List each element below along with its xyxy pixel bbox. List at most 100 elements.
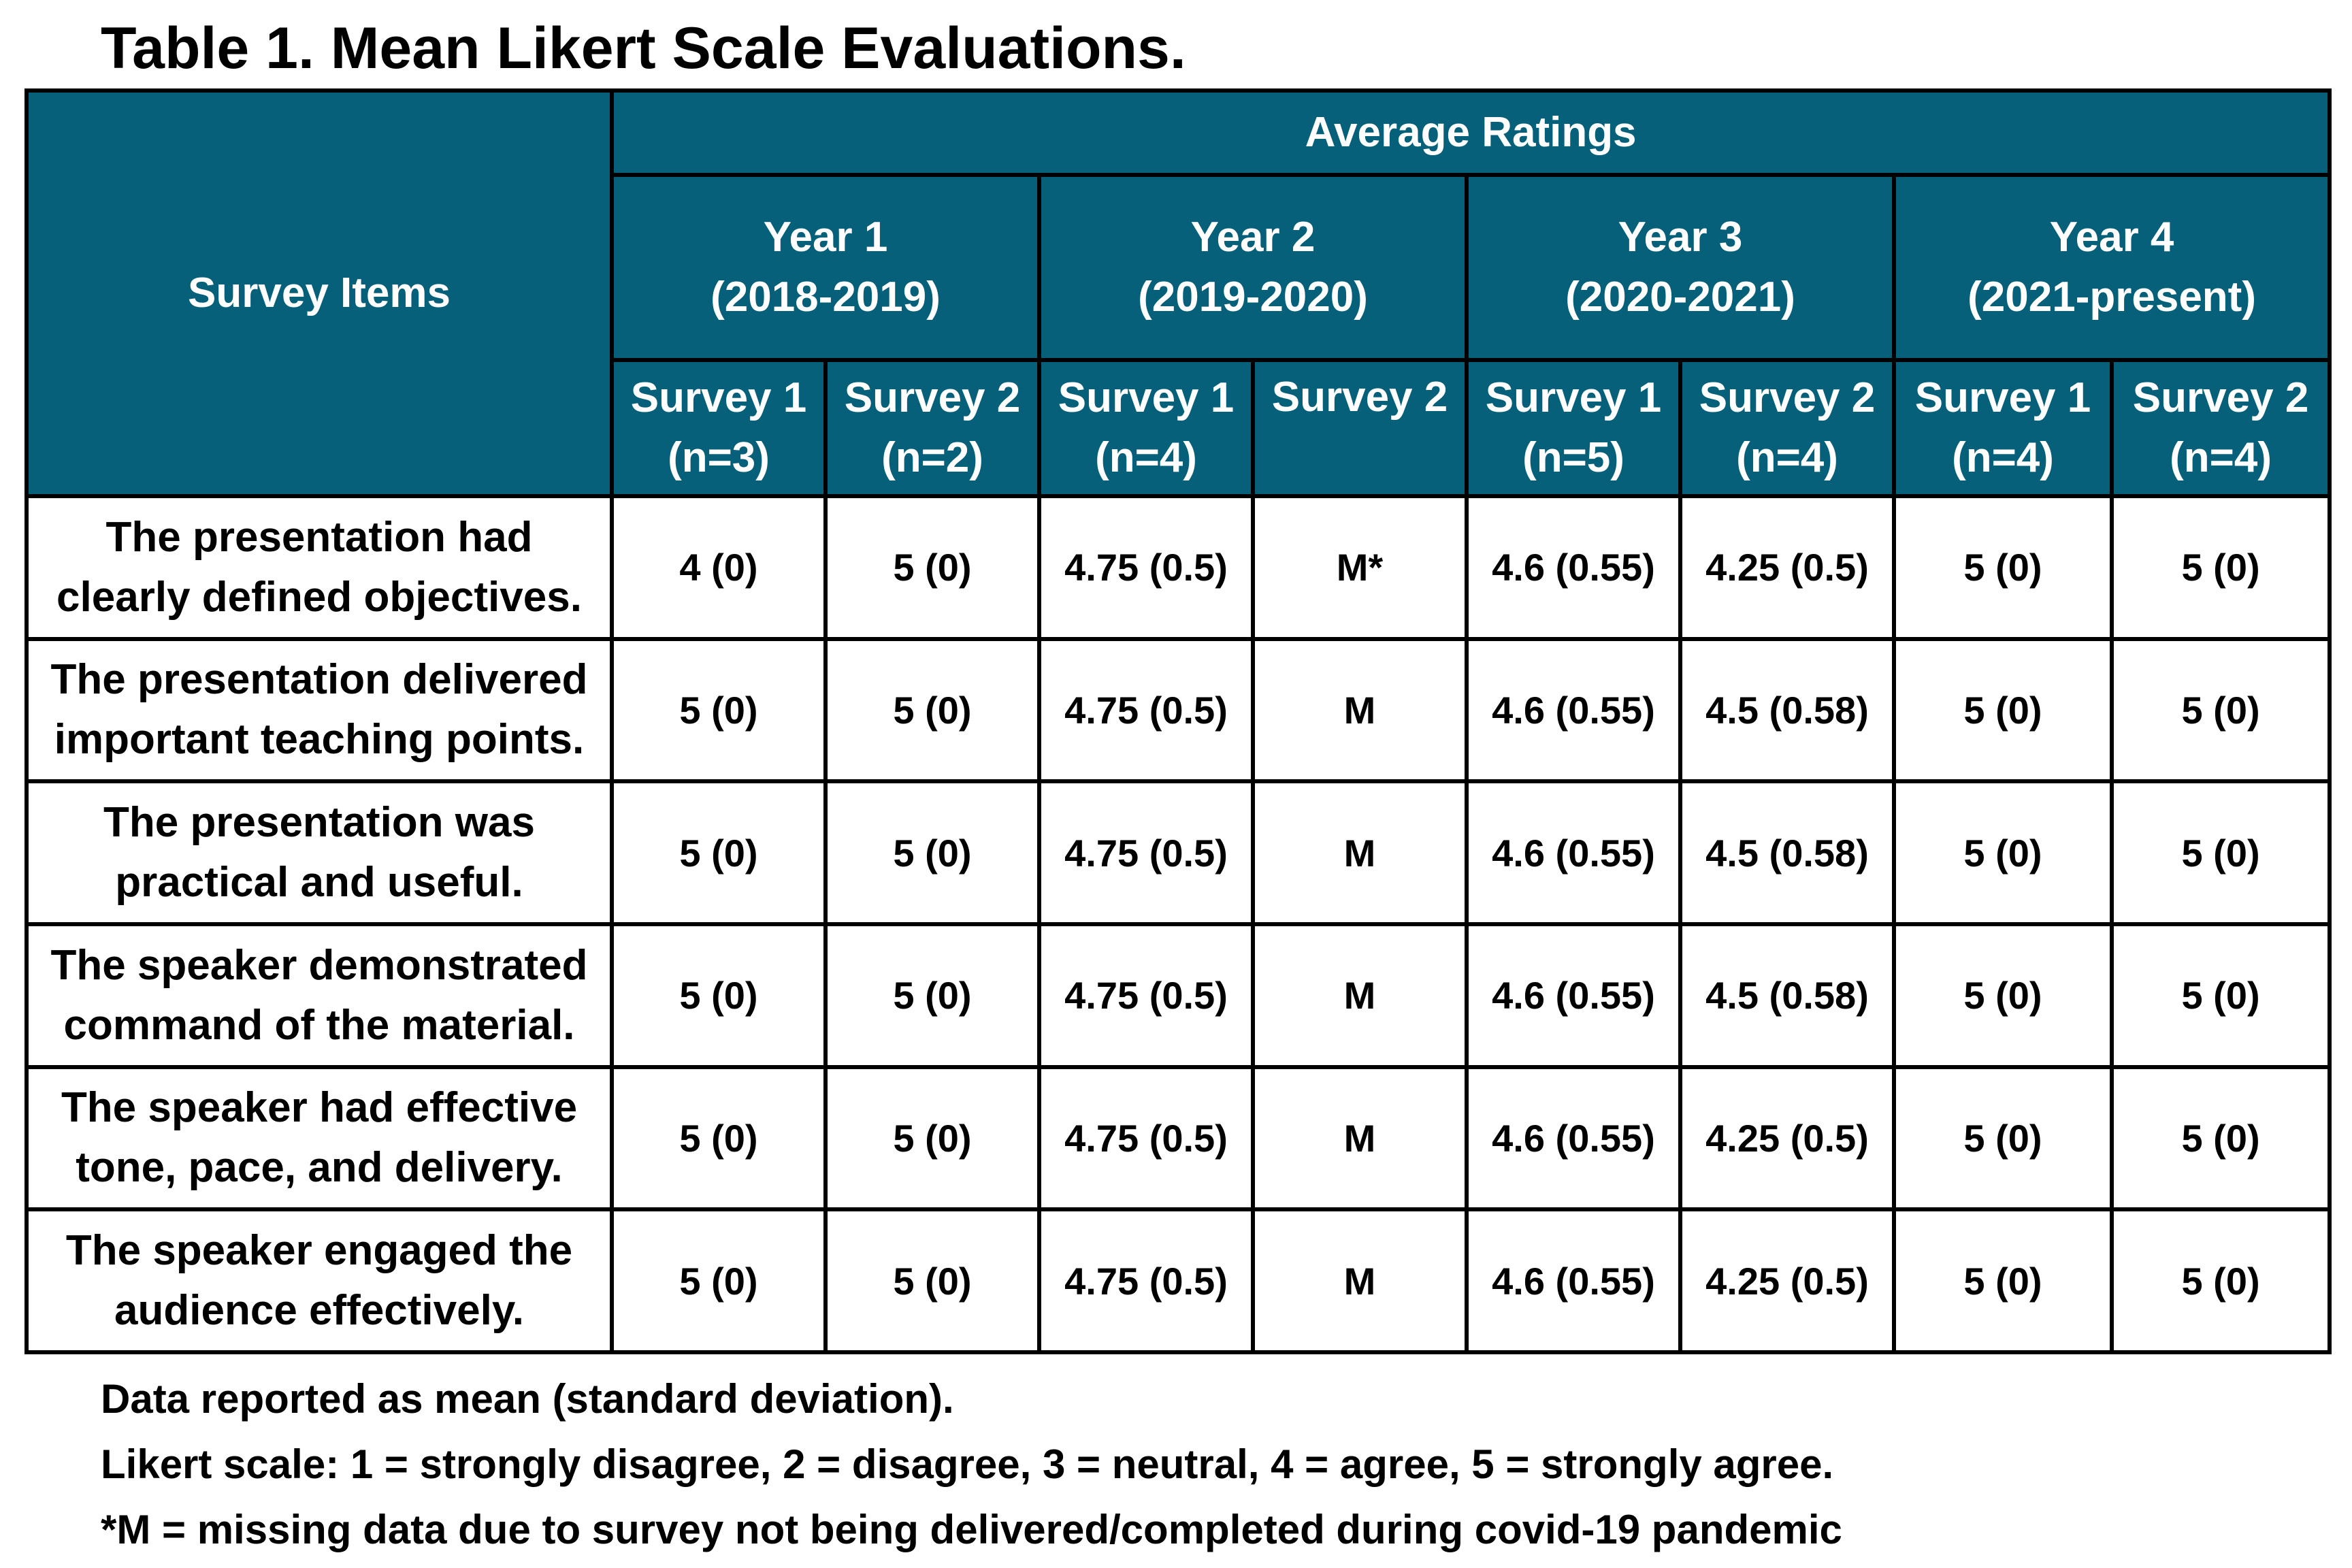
note-line: Likert scale: 1 = strongly disagree, 2 =…	[101, 1441, 1834, 1487]
header-survey-cell: Survey 2	[1251, 358, 1469, 498]
rating-cell: 5 (0)	[823, 1207, 1041, 1354]
year-label: Year 3	[1618, 214, 1743, 261]
rating-cell: 4.75 (0.5)	[1037, 921, 1255, 1069]
rating-cell: 4.6 (0.55)	[1465, 921, 1682, 1069]
survey-label: Survey 2	[1271, 374, 1448, 421]
survey-label: Survey 1	[630, 374, 807, 421]
header-survey-cell: Survey 1 (n=4)	[1892, 358, 2114, 498]
survey-n: (n=4)	[1095, 434, 1197, 481]
survey-label: Survey 2	[2132, 374, 2309, 421]
survey-label: Survey 1	[1914, 374, 2091, 421]
year-label: Year 2	[1190, 214, 1316, 261]
rating-cell: 5 (0)	[610, 921, 828, 1069]
rating-cell: 4.6 (0.55)	[1465, 636, 1682, 784]
rating-cell: 4.25 (0.5)	[1678, 1207, 1896, 1354]
rating-cell: 4.6 (0.55)	[1465, 494, 1682, 641]
header-year-3: Year 3 (2020-2021)	[1465, 173, 1896, 362]
survey-label: Survey 1	[1485, 374, 1662, 421]
survey-item-cell: The presentation was practical and useful…	[24, 779, 614, 926]
rating-cell: 4.25 (0.5)	[1678, 494, 1896, 641]
survey-n: (n=2)	[881, 434, 983, 481]
survey-n: (n=3)	[668, 434, 770, 481]
header-year-2: Year 2 (2019-2020)	[1037, 173, 1469, 362]
survey-item-cell: The speaker engaged the audience effectiv…	[24, 1207, 614, 1354]
rating-cell: 5 (0)	[2109, 636, 2332, 784]
rating-cell: 5 (0)	[823, 1064, 1041, 1212]
header-row-surveys: Survey 1 (n=3) Survey 2 (n=2) Survey 1 (…	[27, 358, 2332, 498]
survey-n: (n=5)	[1522, 434, 1624, 481]
rating-cell: 4.75 (0.5)	[1037, 1064, 1255, 1212]
header-year-4: Year 4 (2021-present)	[1891, 173, 2332, 362]
rating-cell: 4.75 (0.5)	[1037, 636, 1255, 784]
rating-cell: 5 (0)	[610, 636, 828, 784]
year-range: (2018-2019)	[710, 274, 941, 321]
table-row: The presentation delivered important teac…	[24, 636, 2332, 784]
rating-cell: M	[1251, 779, 1469, 926]
rating-cell: 5 (0)	[2109, 779, 2332, 926]
table-title: Table 1. Mean Likert Scale Evaluations.	[101, 16, 1186, 81]
table-body: The presentation had clearly defined obje…	[24, 494, 2332, 1354]
rating-cell: 5 (0)	[610, 1207, 828, 1354]
survey-item-text: The presentation delivered	[50, 656, 588, 704]
header-year-1: Year 1 (2018-2019)	[610, 173, 1041, 362]
survey-item-cell: The speaker had effective tone, pace, and…	[24, 1064, 614, 1212]
rating-cell: 5 (0)	[610, 779, 828, 926]
rating-cell: 5 (0)	[823, 636, 1041, 784]
year-label: Year 1	[763, 214, 888, 261]
rating-cell: M	[1251, 636, 1469, 784]
table-row: The presentation was practical and useful…	[24, 779, 2332, 926]
survey-label: Survey 1	[1058, 374, 1235, 421]
survey-label: Survey 2	[1699, 374, 1876, 421]
rating-cell: 5 (0)	[2109, 1207, 2332, 1354]
survey-item-text: command of the material.	[63, 1001, 575, 1049]
rating-cell: 5 (0)	[2109, 1064, 2332, 1212]
year-range: (2021-present)	[1967, 274, 2256, 321]
survey-item-text: The speaker demonstrated	[50, 941, 588, 989]
rating-cell: 5 (0)	[1892, 636, 2114, 784]
survey-item-text: audience effectively.	[114, 1287, 524, 1335]
rating-cell: 4.5 (0.58)	[1678, 636, 1896, 784]
rating-cell: 4.6 (0.55)	[1465, 779, 1682, 926]
header-survey-cell: Survey 2 (n=4)	[2109, 358, 2332, 498]
rating-cell: 4.6 (0.55)	[1465, 1064, 1682, 1212]
note-line: Data reported as mean (standard deviatio…	[101, 1376, 954, 1422]
table-row: The speaker demonstrated command of the m…	[24, 921, 2332, 1069]
rating-cell: 5 (0)	[823, 921, 1041, 1069]
survey-item-text: The presentation was	[103, 799, 535, 847]
rating-cell: 4.75 (0.5)	[1037, 494, 1255, 641]
survey-item-cell: The speaker demonstrated command of the m…	[24, 921, 614, 1069]
rating-cell: 4.75 (0.5)	[1037, 779, 1255, 926]
header-survey-cell: Survey 1 (n=3)	[610, 358, 828, 498]
table-row: The speaker had effective tone, pace, and…	[24, 1064, 2332, 1212]
note-line: *M = missing data due to survey not bein…	[101, 1507, 1842, 1552]
rating-cell: 4.5 (0.58)	[1678, 779, 1896, 926]
rating-cell: 5 (0)	[2109, 494, 2332, 641]
rating-cell: 5 (0)	[1892, 494, 2114, 641]
survey-n: (n=4)	[1736, 434, 1838, 481]
header-survey-cell: Survey 2 (n=4)	[1678, 358, 1896, 498]
rating-cell: 5 (0)	[1892, 921, 2114, 1069]
table-row: The speaker engaged the audience effectiv…	[24, 1207, 2332, 1354]
rating-cell: 4.6 (0.55)	[1465, 1207, 1682, 1354]
survey-item-cell: The presentation delivered important teac…	[24, 636, 614, 784]
rating-cell: M	[1251, 921, 1469, 1069]
rating-cell: M*	[1251, 494, 1469, 641]
rating-cell: M	[1251, 1064, 1469, 1212]
rating-cell: 5 (0)	[823, 494, 1041, 641]
header-survey-cell: Survey 1 (n=4)	[1037, 358, 1255, 498]
year-label: Year 4	[2049, 214, 2174, 261]
survey-item-text: The speaker had effective	[61, 1084, 578, 1132]
header-average-ratings: Average Ratings	[609, 88, 2332, 177]
table-notes: Data reported as mean (standard deviatio…	[101, 1367, 1842, 1563]
likert-table: Survey Items Average Ratings Year 1 (201…	[24, 88, 2332, 1354]
header-survey-cell: Survey 1 (n=5)	[1465, 358, 1682, 498]
rating-cell: 4.25 (0.5)	[1678, 1064, 1896, 1212]
survey-item-text: The speaker engaged the	[65, 1227, 573, 1275]
survey-item-text: clearly defined objectives.	[56, 573, 582, 621]
rating-cell: 5 (0)	[1892, 1207, 2114, 1354]
rating-cell: 4.5 (0.58)	[1678, 921, 1896, 1069]
rating-cell: 5 (0)	[1892, 779, 2114, 926]
survey-item-text: practical and useful.	[115, 859, 523, 906]
survey-label: Survey 2	[844, 374, 1021, 421]
